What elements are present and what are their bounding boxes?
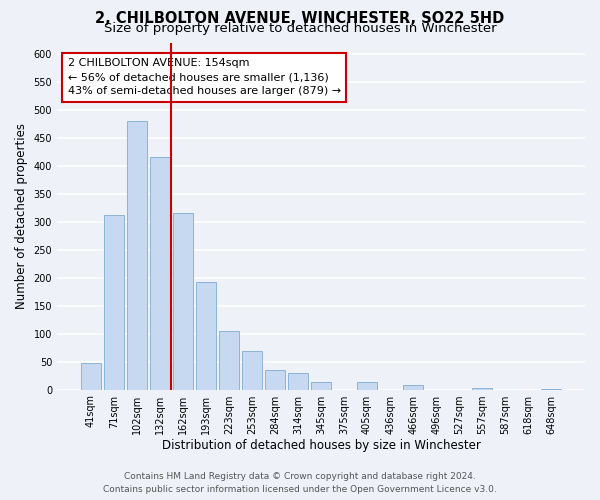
Y-axis label: Number of detached properties: Number of detached properties (15, 123, 28, 309)
Bar (150, 158, 170, 390)
Text: 2 CHILBOLTON AVENUE: 154sqm
← 56% of detached houses are smaller (1,136)
43% of : 2 CHILBOLTON AVENUE: 154sqm ← 56% of det… (68, 58, 341, 96)
Text: Size of property relative to detached houses in Winchester: Size of property relative to detached ho… (104, 22, 496, 35)
Bar (288, 373, 308, 390)
Bar (541, 389, 561, 390)
Bar (219, 331, 239, 390)
Text: Contains HM Land Registry data © Crown copyright and database right 2024.
Contai: Contains HM Land Registry data © Crown c… (103, 472, 497, 494)
Text: 2, CHILBOLTON AVENUE, WINCHESTER, SO22 5HD: 2, CHILBOLTON AVENUE, WINCHESTER, SO22 5… (95, 11, 505, 26)
Bar (265, 370, 285, 390)
Bar (127, 121, 146, 390)
Bar (81, 364, 101, 390)
Bar (403, 385, 423, 390)
Bar (311, 382, 331, 390)
Bar (242, 351, 262, 390)
X-axis label: Distribution of detached houses by size in Winchester: Distribution of detached houses by size … (161, 440, 481, 452)
Bar (196, 282, 216, 390)
Bar (104, 216, 124, 390)
Bar (357, 382, 377, 390)
Bar (472, 388, 492, 390)
Bar (173, 213, 193, 390)
